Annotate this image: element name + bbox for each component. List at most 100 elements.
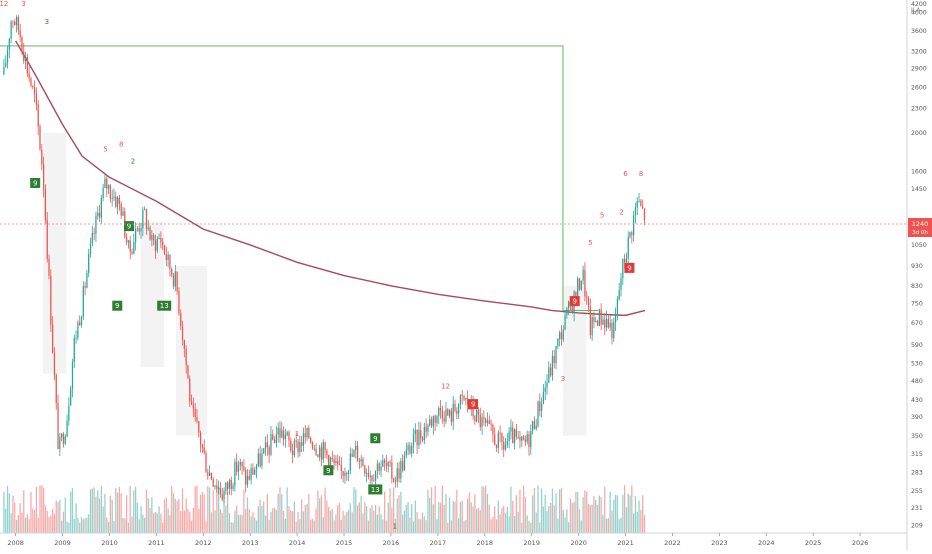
current-price-badge: 1240 3d 0h	[908, 218, 932, 237]
x-tick-label: 2018	[477, 539, 494, 547]
candle-body	[147, 227, 149, 229]
volume-bar	[290, 510, 292, 533]
candle-body	[396, 468, 398, 482]
setup-count-label: 2	[619, 209, 623, 217]
candle-body	[555, 346, 557, 363]
candle-body	[221, 494, 223, 500]
candle-body	[640, 200, 642, 207]
x-tick-label: 2020	[570, 539, 587, 547]
volume-bar	[337, 505, 339, 533]
candle-body	[279, 428, 281, 438]
candle-body	[219, 487, 222, 495]
volume-bar	[611, 510, 613, 533]
price-axis[interactable]: 209 231 255 283 315 350 390 430 480 530 590 670 750 8…	[911, 1, 927, 529]
candle-body	[537, 401, 539, 426]
volume-bar	[172, 493, 175, 533]
volume-bar	[282, 511, 285, 533]
candle-body	[286, 432, 288, 436]
volume-bar	[136, 502, 139, 533]
volume-bar	[102, 506, 104, 533]
volume-bar	[528, 521, 530, 533]
candle-body	[212, 479, 214, 487]
candle-body	[80, 316, 83, 326]
volume-bar	[319, 498, 321, 533]
candle-body	[291, 450, 294, 456]
volume-bar	[347, 509, 350, 533]
candle-body	[176, 271, 178, 292]
volume-bar	[308, 494, 310, 533]
volume-bar	[212, 489, 214, 533]
candle-body	[185, 348, 187, 366]
candle-body	[14, 21, 16, 26]
volume-bar	[189, 511, 191, 533]
candle-body	[586, 296, 588, 298]
candle-body	[452, 403, 454, 422]
candle-body	[584, 269, 586, 297]
volume-bar	[605, 518, 608, 533]
candle-body	[201, 444, 204, 448]
volume-bar	[564, 517, 566, 533]
volume-bar	[555, 493, 557, 533]
volume-bar	[640, 509, 642, 533]
candle-body	[156, 238, 158, 251]
candle-body	[409, 445, 411, 454]
time-axis[interactable]: 2008 2009 2010 2011 2012 2013 2014 2015 2016 2017…	[7, 533, 868, 547]
candle-body	[273, 439, 276, 443]
volume-bar	[613, 499, 615, 533]
y-tick-label: 530	[911, 361, 923, 368]
candle-body	[501, 433, 503, 442]
volume-bar	[176, 501, 178, 533]
volume-bar	[510, 486, 512, 533]
volume-bar	[163, 499, 166, 533]
volume-bar	[620, 517, 622, 533]
x-tick-label: 2014	[289, 539, 306, 547]
candle-body	[299, 442, 301, 453]
candle-body	[562, 329, 564, 340]
candle-body	[362, 459, 364, 466]
volume-bar	[636, 511, 638, 533]
candle-body	[304, 433, 306, 438]
volume-bar	[634, 496, 637, 533]
volume-bar	[472, 506, 474, 533]
candle-body	[134, 229, 137, 242]
setup-count-label: 3	[561, 375, 565, 383]
volume-bar	[125, 495, 128, 533]
candle-body	[335, 460, 337, 464]
volume-bar	[434, 485, 436, 533]
candle-body	[600, 309, 602, 325]
volume-bar	[631, 485, 633, 533]
volume-bar	[199, 494, 202, 533]
candle-body	[319, 447, 321, 458]
candle-body	[483, 417, 485, 419]
volume-bar	[429, 497, 431, 533]
volume-bar	[246, 497, 249, 533]
volume-bar	[389, 488, 391, 533]
volume-bar	[468, 492, 471, 533]
setup-count-box	[157, 300, 172, 311]
candle-body	[620, 278, 622, 291]
volume-bar	[393, 487, 395, 533]
candle-body	[604, 319, 606, 328]
volume-bar	[19, 503, 21, 533]
volume-bar	[24, 517, 27, 533]
volume-bar	[75, 503, 77, 533]
volume-bar	[230, 522, 232, 533]
candle-body	[290, 440, 292, 451]
candle-body	[295, 440, 297, 442]
volume-bar	[208, 487, 211, 533]
candle-body	[605, 318, 608, 328]
candle-body	[522, 436, 525, 440]
volume-bar	[116, 492, 119, 533]
candle-body	[28, 73, 30, 79]
candle-body	[127, 240, 130, 243]
setup-count-box	[124, 221, 135, 232]
setup-count-label: 8	[639, 170, 643, 178]
volume-bar	[477, 507, 480, 533]
setup-count-label: 3	[21, 0, 25, 8]
candle-body	[86, 273, 88, 288]
setup-count-label: 5	[600, 211, 604, 219]
candle-body	[217, 487, 220, 489]
candle-body	[19, 30, 21, 37]
